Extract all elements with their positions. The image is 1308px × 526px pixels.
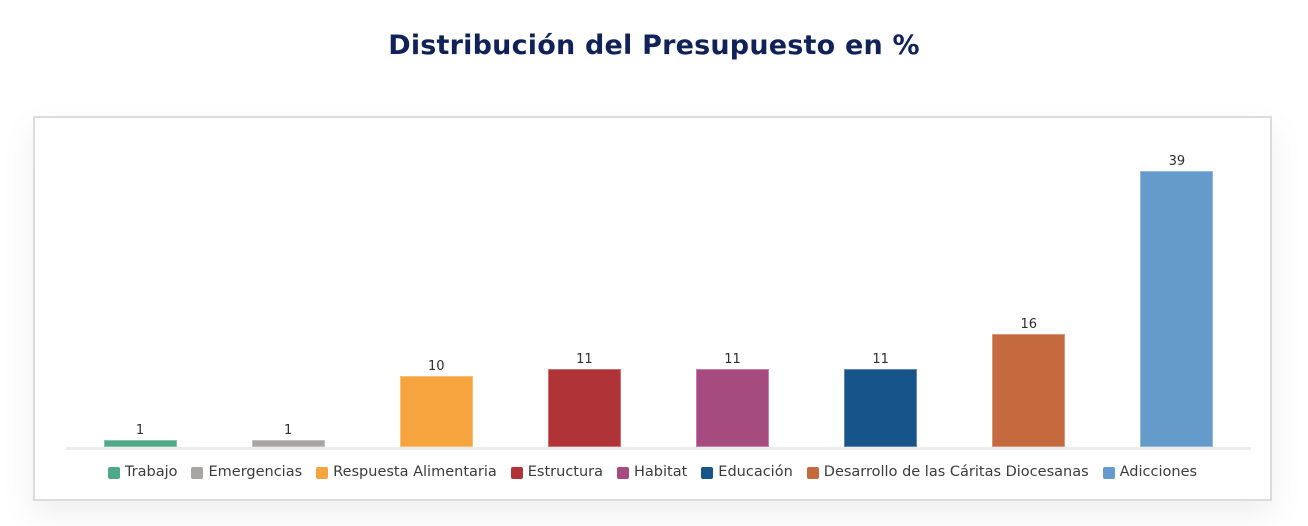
legend-label: Estructura bbox=[527, 464, 604, 480]
legend-item[interactable]: Desarrollo de las Cáritas Diocesanas bbox=[806, 464, 1089, 481]
bar-value-label: 11 bbox=[576, 352, 593, 367]
bar bbox=[547, 369, 621, 447]
x-axis-line bbox=[66, 447, 1251, 450]
legend-swatch-icon bbox=[617, 466, 630, 479]
bar bbox=[844, 369, 918, 447]
bar-value-label: 16 bbox=[1020, 317, 1038, 332]
legend-label: Educación bbox=[718, 464, 793, 480]
bar-group: 16 bbox=[955, 317, 1103, 447]
chart-card: 1 1 10 11 11 11 16 39 Trabajo Emergencias Respues… bbox=[33, 116, 1272, 501]
bar-group: 1 bbox=[66, 423, 214, 447]
plot-area: 1 1 10 11 11 11 16 39 bbox=[35, 118, 1270, 447]
legend-swatch-icon bbox=[510, 466, 523, 479]
legend-item[interactable]: Educación bbox=[701, 464, 793, 481]
bar-value-label: 10 bbox=[428, 359, 445, 374]
bar-value-label: 11 bbox=[724, 352, 741, 367]
legend: Trabajo Emergencias Respuesta Alimentaria E… bbox=[35, 464, 1270, 481]
bar-group: 11 bbox=[659, 352, 807, 447]
legend-swatch-icon bbox=[806, 466, 819, 479]
bar bbox=[992, 334, 1066, 447]
legend-item[interactable]: Trabajo bbox=[107, 464, 178, 481]
legend-label: Desarrollo de las Cáritas Diocesanas bbox=[823, 464, 1089, 480]
bar-value-label: 1 bbox=[284, 423, 293, 438]
legend-label: Respuesta Alimentaria bbox=[333, 464, 497, 480]
chart-title: Distribución del Presupuesto en % bbox=[388, 30, 920, 61]
legend-swatch-icon bbox=[316, 466, 329, 479]
legend-item[interactable]: Estructura bbox=[510, 464, 604, 481]
bar-group: 1 bbox=[214, 423, 362, 447]
bar-group: 39 bbox=[1103, 154, 1251, 447]
bar bbox=[696, 369, 770, 447]
legend-label: Habitat bbox=[634, 464, 688, 480]
bar-value-label: 39 bbox=[1168, 154, 1186, 169]
legend-label: Adicciones bbox=[1119, 464, 1198, 480]
bars-container: 1 1 10 11 11 11 16 39 bbox=[66, 118, 1251, 447]
bar bbox=[399, 376, 473, 447]
legend-swatch-icon bbox=[701, 466, 714, 479]
legend-swatch-icon bbox=[107, 466, 120, 479]
legend-swatch-icon bbox=[1102, 466, 1115, 479]
legend-label: Emergencias bbox=[208, 464, 303, 480]
bar-value-label: 1 bbox=[135, 423, 145, 438]
legend-label: Trabajo bbox=[124, 464, 178, 480]
page: Distribución del Presupuesto en % 1 1 10 11… bbox=[0, 30, 1308, 526]
bar-group: 11 bbox=[510, 352, 658, 447]
bar-group: 10 bbox=[362, 359, 510, 447]
bar bbox=[103, 440, 177, 447]
legend-swatch-icon bbox=[191, 466, 204, 479]
legend-item[interactable]: Habitat bbox=[617, 464, 687, 481]
legend-item[interactable]: Emergencias bbox=[191, 464, 302, 481]
legend-item[interactable]: Respuesta Alimentaria bbox=[316, 464, 497, 481]
bar bbox=[251, 440, 325, 447]
bar-group: 11 bbox=[807, 352, 955, 447]
legend-item[interactable]: Adicciones bbox=[1102, 464, 1198, 481]
bar bbox=[1140, 171, 1214, 447]
bar-value-label: 11 bbox=[872, 352, 889, 367]
